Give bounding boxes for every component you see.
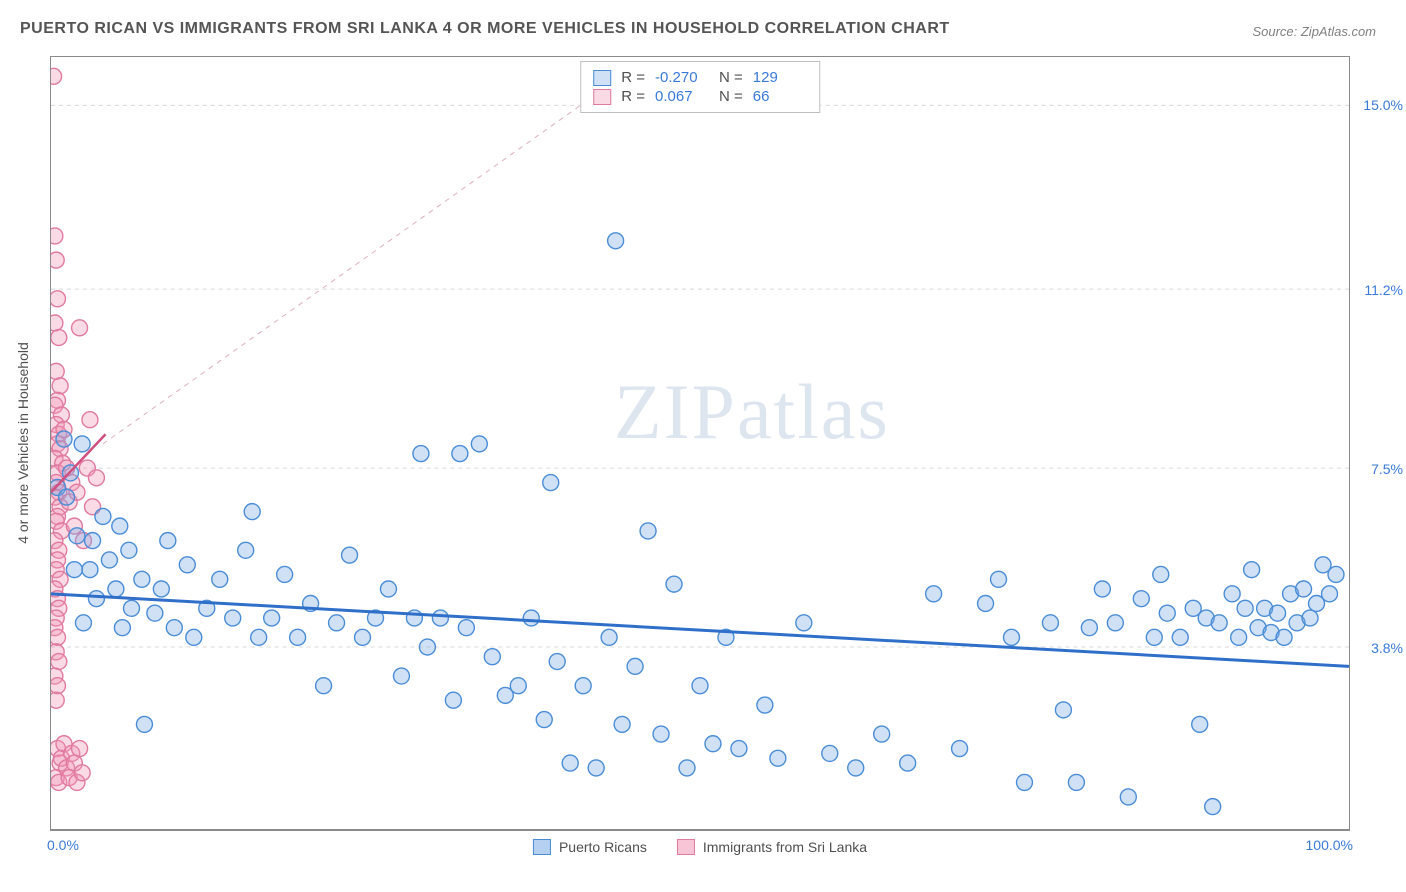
legend-label: Immigrants from Sri Lanka	[703, 839, 867, 855]
x-axis-max-label: 100.0%	[1306, 837, 1353, 853]
scatter-plot	[51, 57, 1349, 831]
y-axis-title: 4 or more Vehicles in Household	[15, 342, 31, 544]
series-legend: Puerto Ricans Immigrants from Sri Lanka	[533, 839, 867, 855]
legend-row: R = 0.067 N = 66	[593, 87, 807, 106]
legend-item: Immigrants from Sri Lanka	[677, 839, 867, 855]
legend-r-label: R =	[621, 69, 645, 86]
y-axis-tick-label: 15.0%	[1363, 97, 1403, 113]
swatch-pink	[593, 89, 611, 105]
legend-n-value: 129	[753, 69, 807, 86]
legend-r-value: 0.067	[655, 88, 709, 105]
legend-n-value: 66	[753, 88, 807, 105]
swatch-pink	[677, 839, 695, 855]
legend-label: Puerto Ricans	[559, 839, 647, 855]
legend-n-label: N =	[719, 69, 743, 86]
x-axis-min-label: 0.0%	[47, 837, 79, 853]
swatch-blue	[533, 839, 551, 855]
legend-r-label: R =	[621, 88, 645, 105]
chart-area: 4 or more Vehicles in Household ZIPatlas…	[50, 56, 1350, 831]
chart-title: PUERTO RICAN VS IMMIGRANTS FROM SRI LANK…	[20, 20, 950, 38]
y-axis-tick-label: 7.5%	[1371, 461, 1403, 477]
legend-row: R = -0.270 N = 129	[593, 68, 807, 87]
swatch-blue	[593, 70, 611, 86]
legend-item: Puerto Ricans	[533, 839, 647, 855]
y-axis-tick-label: 11.2%	[1364, 282, 1403, 298]
source-attribution: Source: ZipAtlas.com	[1252, 24, 1376, 39]
correlation-legend: R = -0.270 N = 129 R = 0.067 N = 66	[580, 61, 820, 113]
legend-n-label: N =	[719, 88, 743, 105]
y-axis-tick-label: 3.8%	[1371, 640, 1403, 656]
legend-r-value: -0.270	[655, 69, 709, 86]
